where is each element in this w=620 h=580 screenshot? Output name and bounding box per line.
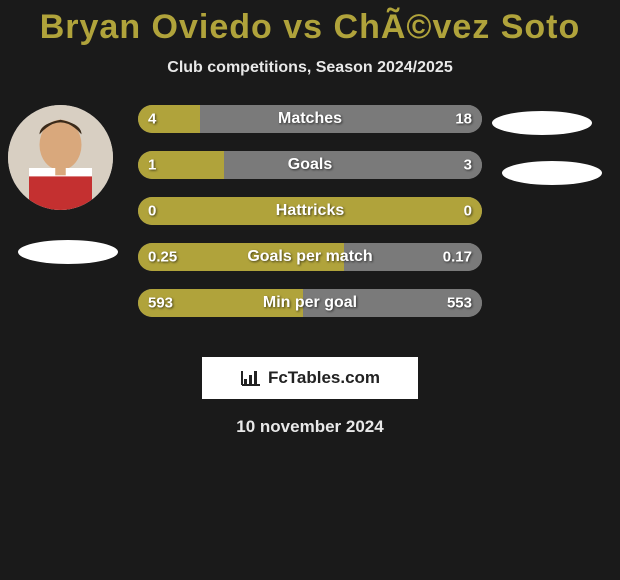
metric-bar: 593 553 Min per goal xyxy=(138,289,482,317)
metric-label: Matches xyxy=(278,110,342,128)
metric-bar: 0 0 Hattricks xyxy=(138,197,482,225)
metric-bar: 1 3 Goals xyxy=(138,151,482,179)
comparison-date: 10 november 2024 xyxy=(0,417,620,437)
metric-bars: 4 18 Matches 1 3 Goals 0 0 Hattricks 0.25 0.17 Goal… xyxy=(138,105,482,335)
metric-value-right: 553 xyxy=(447,295,472,312)
metric-value-right: 3 xyxy=(464,157,472,174)
comparison-subtitle: Club competitions, Season 2024/2025 xyxy=(0,59,620,77)
metric-bar: 4 18 Matches xyxy=(138,105,482,133)
metric-bar: 0.25 0.17 Goals per match xyxy=(138,243,482,271)
comparison-title: Bryan Oviedo vs ChÃ©vez Soto xyxy=(0,0,620,47)
metric-value-left: 0 xyxy=(148,203,156,220)
metric-value-left: 4 xyxy=(148,111,156,128)
metric-label: Goals xyxy=(288,156,332,174)
metric-value-right: 0 xyxy=(464,203,472,220)
metric-value-left: 1 xyxy=(148,157,156,174)
shadow-ellipse xyxy=(502,161,602,185)
metric-fill-right xyxy=(224,151,482,179)
metric-label: Min per goal xyxy=(263,294,357,312)
comparison-content: 4 18 Matches 1 3 Goals 0 0 Hattricks 0.25 0.17 Goal… xyxy=(0,105,620,345)
shadow-ellipse xyxy=(18,240,118,264)
metric-value-right: 18 xyxy=(455,111,472,128)
watermark-text: FcTables.com xyxy=(268,368,380,388)
metric-value-right: 0.17 xyxy=(443,249,472,266)
metric-value-left: 593 xyxy=(148,295,173,312)
shadow-ellipse xyxy=(492,111,592,135)
chart-icon xyxy=(240,369,262,387)
metric-value-left: 0.25 xyxy=(148,249,177,266)
metric-label: Hattricks xyxy=(276,202,344,220)
metric-label: Goals per match xyxy=(247,248,372,266)
watermark-badge: FcTables.com xyxy=(202,357,418,399)
player-left-avatar xyxy=(8,105,113,210)
